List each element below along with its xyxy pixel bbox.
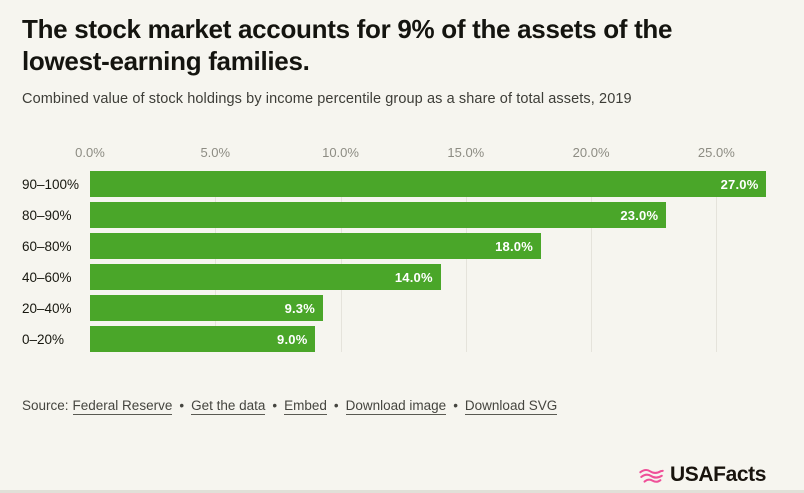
gridline <box>340 171 342 352</box>
table-row: 80–90% 23.0% <box>22 202 779 228</box>
bullet-separator: • <box>179 398 185 413</box>
chart-subtitle: Combined value of stock holdings by inco… <box>22 91 632 107</box>
category-label: 80–90% <box>22 207 72 223</box>
bar[interactable]: 23.0% <box>90 202 667 228</box>
gridline <box>465 171 467 352</box>
gridlines <box>90 171 779 352</box>
bar-track: 23.0% <box>90 202 779 228</box>
link-embed[interactable]: Embed <box>284 398 327 415</box>
category-label: 20–40% <box>22 300 72 316</box>
gridline <box>215 171 217 352</box>
source-row: Source: Federal Reserve • Get the data • Embe… <box>22 398 804 415</box>
table-row: 60–80% 18.0% <box>22 233 779 259</box>
chart-title: The stock market accounts for 9% of the … <box>22 14 673 76</box>
bar[interactable]: 14.0% <box>90 264 441 290</box>
link-get-the-data[interactable]: Get the data <box>191 398 266 415</box>
bar-track: 27.0% <box>90 171 779 197</box>
usafacts-logo[interactable]: USAFacts <box>638 463 766 487</box>
x-tick-label: 0.0% <box>75 145 105 160</box>
bar[interactable]: 18.0% <box>90 233 541 259</box>
table-row: 40–60% 14.0% <box>22 264 779 290</box>
bar-value-label: 9.0% <box>277 331 308 347</box>
bar[interactable]: 27.0% <box>90 171 767 197</box>
bottom-edge <box>0 490 804 493</box>
bar[interactable]: 9.0% <box>90 326 316 352</box>
category-label: 90–100% <box>22 176 80 192</box>
link-download-svg[interactable]: Download SVG <box>464 398 558 415</box>
link-federal-reserve[interactable]: Federal Reserve <box>72 398 173 415</box>
bar-track: 9.3% <box>90 295 779 321</box>
x-tick-label: 20.0% <box>572 145 610 160</box>
bar-track: 9.0% <box>90 326 779 352</box>
bar-value-label: 18.0% <box>495 238 533 254</box>
gridline <box>716 171 718 352</box>
bullet-separator: • <box>453 398 458 413</box>
x-tick-label: 25.0% <box>697 145 735 160</box>
bar-value-label: 9.3% <box>284 300 315 316</box>
x-axis: 0.0% 5.0% 10.0% 15.0% 20.0% 25.0% <box>75 145 779 163</box>
source-label: Source: <box>22 398 69 413</box>
bar-track: 18.0% <box>90 233 779 259</box>
x-tick-label: 5.0% <box>200 145 231 160</box>
bar-rows: 90–100% 27.0% 80–90% 23.0% 60–80% 18.0% 40–60%… <box>22 171 779 352</box>
x-tick-label: 15.0% <box>447 145 485 160</box>
table-row: 20–40% 9.3% <box>22 295 779 321</box>
bar-track: 14.0% <box>90 264 779 290</box>
category-label: 40–60% <box>22 269 72 285</box>
bar-value-label: 23.0% <box>620 207 659 223</box>
usafacts-logo-text: USAFacts <box>670 463 766 486</box>
bar-chart: 0.0% 5.0% 10.0% 15.0% 20.0% 25.0% 90–100% 27.0… <box>22 145 779 352</box>
bar[interactable]: 9.3% <box>90 295 323 321</box>
gridline <box>591 171 593 352</box>
bar-value-label: 27.0% <box>720 176 759 192</box>
bar-value-label: 14.0% <box>394 269 433 285</box>
bullet-separator: • <box>333 398 339 413</box>
category-label: 60–80% <box>22 238 72 254</box>
x-tick-label: 10.0% <box>322 145 359 160</box>
source-links: Federal Reserve • Get the data • Embed • Downl… <box>72 398 558 415</box>
bullet-separator: • <box>272 398 278 413</box>
table-row: 0–20% 9.0% <box>22 326 779 352</box>
category-label: 0–20% <box>22 331 65 347</box>
link-download-image[interactable]: Download image <box>345 398 447 415</box>
usafacts-flag-icon <box>639 468 664 483</box>
table-row: 90–100% 27.0% <box>22 171 779 197</box>
